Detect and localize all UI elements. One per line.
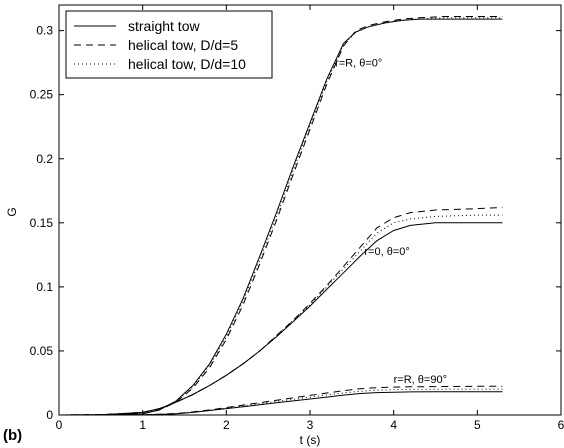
curve-annotation-2: r=R, θ=90° [394,374,447,386]
curve-annotation-1: r=0, θ=0° [364,246,409,258]
x-tick-label-2: 2 [223,418,230,432]
series-line-1-1 [58,206,503,416]
x-axis-label: t (s) [300,433,321,447]
legend: straight tow helical tow, D/d=5 helical … [65,10,273,79]
x-tick-label-0: 0 [56,418,63,432]
series-line-0-2 [58,17,503,416]
y-tick-label-5: 0.25 [30,88,54,102]
axis-ticks: 0 1 2 3 4 5 6 0 0.05 0.1 0.15 0.2 0.25 0.3 [30,5,564,432]
y-tick-label-0: 0 [46,408,53,422]
curve-annotation-0: r=R, θ=0° [335,58,382,70]
x-tick-label-3: 3 [307,418,314,432]
legend-label-helical-5: helical tow, D/d=5 [128,37,238,53]
x-tick-label-4: 4 [390,418,397,432]
panel-label: (b) [3,427,22,444]
y-axis-label: G [5,207,19,216]
x-tick-label-6: 6 [558,418,564,432]
y-tick-label-3: 0.15 [30,216,54,230]
y-tick-label-1: 0.05 [30,344,54,358]
x-tick-label-5: 5 [474,418,481,432]
legend-label-helical-10: helical tow, D/d=10 [128,56,246,72]
x-tick-label-1: 1 [139,418,146,432]
y-tick-label-2: 0.1 [36,280,53,294]
series-line-2-2 [59,388,503,416]
y-tick-label-6: 0.3 [36,24,53,38]
data-lines [58,16,503,416]
curve-annotations: r=R, θ=0° r=0, θ=0° r=R, θ=90° [335,58,447,386]
y-tick-label-4: 0.2 [36,152,53,166]
legend-label-straight-tow: straight tow [128,18,200,34]
